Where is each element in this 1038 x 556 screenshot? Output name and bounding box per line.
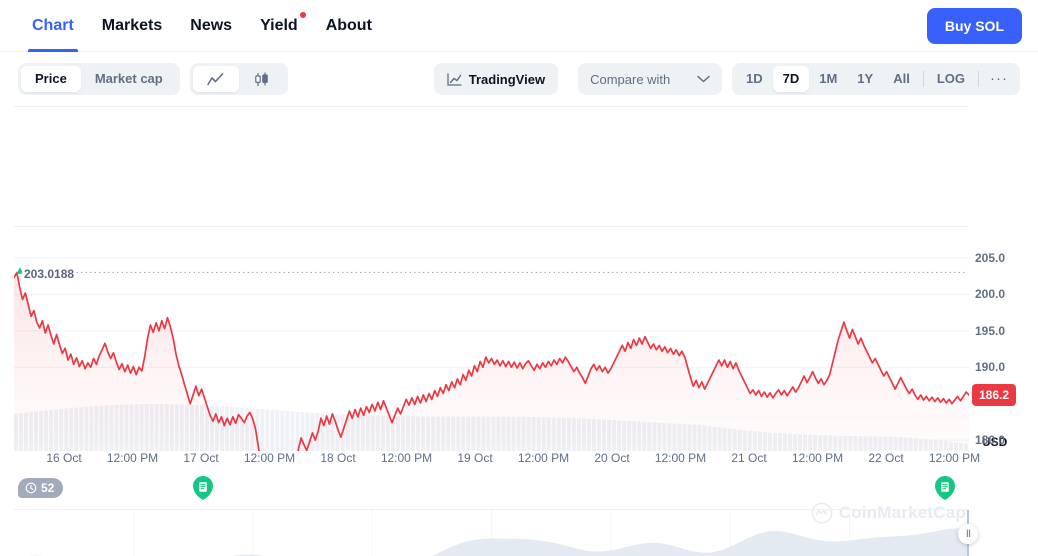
log-scale-toggle[interactable]: LOG — [936, 71, 965, 86]
currency-label: USD — [982, 435, 1008, 449]
tab-chart[interactable]: Chart — [18, 0, 88, 52]
chart-toolbar: Price Market cap TradingView Com — [0, 52, 1038, 106]
price-axis: USD 205.0 200.0 195.0 190.0 180.0 186.2 — [972, 106, 1038, 451]
divider — [922, 71, 924, 87]
price-tick-200-0: 200.0 — [975, 287, 1006, 302]
history-clock-icon — [25, 482, 37, 494]
chart-type-toggle-group — [189, 63, 288, 95]
tradingview-button[interactable]: TradingView — [433, 63, 559, 95]
time-tick: 12:00 PM — [106, 451, 159, 465]
time-range-group: 1D 7D 1M 1Y All LOG ··· — [731, 63, 1020, 95]
tab-markets[interactable]: Markets — [88, 0, 176, 52]
price-tick-180-0: 180.0 — [975, 433, 1006, 448]
price-line-svg — [14, 106, 969, 451]
time-tick: 12:00 PM — [654, 451, 707, 465]
notification-dot-icon — [299, 11, 306, 18]
chevron-down-icon — [697, 75, 710, 83]
range-1y[interactable]: 1Y — [857, 71, 874, 86]
high-price-annotation: 203.0188 — [22, 267, 77, 281]
nav-tabs: Chart Markets News Yield About — [18, 0, 386, 52]
price-tick-190-0: 190.0 — [975, 360, 1006, 375]
tab-chart-label: Chart — [32, 16, 74, 34]
price-tick-205-0: 205.0 — [975, 251, 1006, 265]
compare-with-dropdown[interactable]: Compare with — [578, 63, 722, 95]
drag-handle-icon: ‖ — [966, 528, 971, 540]
news-document-icon[interactable] — [192, 476, 214, 502]
line-chart-icon[interactable] — [192, 66, 239, 92]
compare-with-label: Compare with — [590, 71, 671, 87]
time-axis: 16 Oct 12:00 PM 17 Oct 12:00 PM 18 Oct 12:00 … — [14, 451, 980, 475]
time-tick: 20 Oct — [594, 451, 630, 465]
event-count-label: 52 — [41, 481, 55, 495]
event-count-badge[interactable]: 52 — [18, 478, 64, 498]
time-tick: 16 Oct — [46, 451, 82, 465]
range-all[interactable]: All — [893, 71, 910, 86]
metric-option-price[interactable]: Price — [21, 66, 81, 92]
candlestick-chart-icon[interactable] — [239, 66, 285, 92]
time-tick: 21 Oct — [731, 451, 767, 465]
navigator-right-handle[interactable]: ‖ — [958, 524, 978, 544]
metric-option-market-cap[interactable]: Market cap — [94, 71, 163, 86]
time-tick: 18 Oct — [320, 451, 356, 465]
time-tick: 12:00 PM — [243, 451, 296, 465]
current-price-badge: 186.2 — [972, 383, 1017, 406]
tab-about[interactable]: About — [312, 0, 386, 52]
top-navbar: Chart Markets News Yield About Buy SOL — [0, 0, 1038, 52]
tradingview-label: TradingView — [468, 71, 546, 87]
buy-sol-button[interactable]: Buy SOL — [926, 7, 1022, 44]
price-tick-195-0: 195.0 — [975, 323, 1006, 338]
time-tick: 12:00 PM — [928, 451, 981, 465]
tab-yield-label: Yield — [260, 16, 298, 34]
chart-plot-area[interactable] — [14, 106, 969, 451]
tradingview-icon — [447, 72, 462, 86]
time-tick: 12:00 PM — [517, 451, 570, 465]
price-chart[interactable]: 203.0188 CoinMarketCap USD 205.0 200.0 195… — [0, 106, 1038, 524]
tab-news-label: News — [190, 16, 233, 34]
news-document-icon[interactable] — [934, 476, 956, 502]
time-tick: 22 Oct — [868, 451, 904, 465]
time-tick: 19 Oct — [457, 451, 493, 465]
time-tick: 12:00 PM — [791, 451, 844, 465]
metric-toggle-group: Price Market cap — [18, 63, 180, 95]
range-7d[interactable]: 7D — [772, 66, 810, 92]
navigator-overview-chart — [26, 510, 969, 556]
time-tick: 12:00 PM — [380, 451, 433, 465]
time-tick: 17 Oct — [183, 451, 219, 465]
chart-event-markers: 52 — [14, 475, 969, 509]
chart-range-navigator[interactable]: ‖ — [14, 509, 978, 556]
more-options-button[interactable]: ··· — [990, 70, 1008, 87]
divider — [978, 71, 979, 87]
tab-markets-label: Markets — [101, 16, 163, 34]
tab-about-label: About — [325, 16, 372, 34]
tab-news[interactable]: News — [176, 0, 246, 52]
range-1d[interactable]: 1D — [745, 71, 763, 86]
tab-yield[interactable]: Yield — [246, 0, 312, 52]
range-1m[interactable]: 1M — [819, 71, 838, 86]
